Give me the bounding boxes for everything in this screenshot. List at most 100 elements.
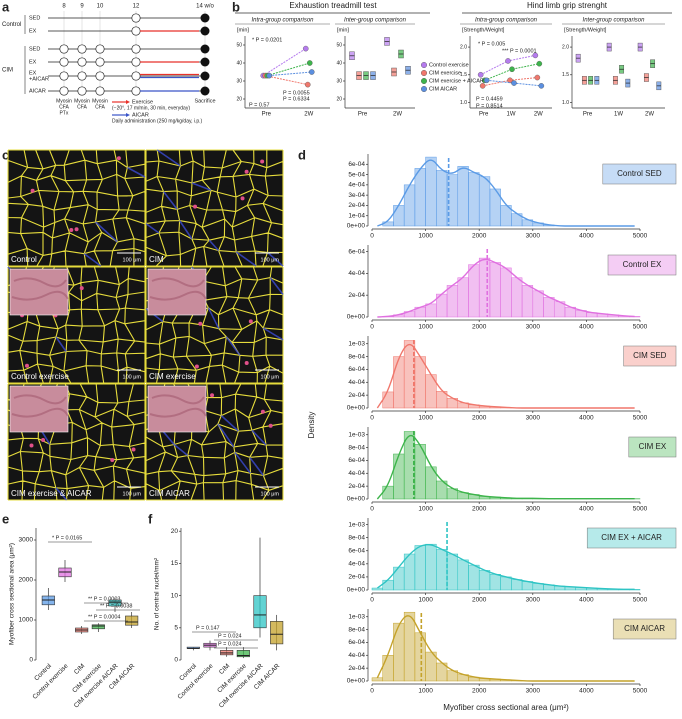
bar (414, 545, 426, 591)
interstitium (83, 166, 146, 267)
bar (500, 576, 512, 591)
y-tick-label: 2e-04 (348, 483, 365, 490)
bar (489, 262, 501, 318)
x-tick-label: Pre (358, 112, 368, 118)
y-tick-label: 1000 (19, 617, 34, 624)
week-label: 14 w/o (196, 4, 214, 10)
x-tick-label: 4000 (579, 597, 594, 604)
week-label: 8 (62, 4, 66, 10)
panel-subtitle: Intra-group comparison (251, 18, 314, 24)
x-tick-label: Pre (583, 112, 593, 118)
y-tick-label: 4e-04 (348, 470, 365, 477)
y-tick-label: 40 (336, 60, 342, 66)
bar (446, 285, 459, 318)
x-tick-label: 3000 (526, 324, 541, 331)
bar (425, 303, 437, 318)
time-point (131, 26, 141, 36)
panel-letter: b (232, 0, 240, 14)
series-point (483, 77, 490, 84)
time-point (95, 86, 105, 96)
y-axis-label: [min] (337, 27, 349, 33)
he-texture (11, 277, 69, 301)
bar (457, 277, 469, 318)
y-tick-label: 0e+00 (347, 496, 366, 503)
y-tick-label: 4e-04 (348, 379, 365, 386)
nucleus (69, 227, 74, 232)
time-point (95, 44, 105, 54)
y-tick-label: 4e-04 (348, 182, 365, 189)
nucleus (244, 360, 249, 365)
he-texture (11, 394, 69, 418)
time-point (77, 71, 87, 81)
y-tick-label: 1.5 (562, 72, 569, 78)
y-axis-label: Density (307, 412, 316, 439)
legend-label: AICAR (132, 112, 149, 118)
y-tick-label: 1.0 (460, 100, 467, 106)
nucleus (198, 321, 203, 326)
x-tick-label: 1000 (418, 415, 433, 422)
y-tick-label: 1e-03 (348, 340, 365, 347)
x-tick-label: 0 (370, 506, 374, 513)
bar (393, 205, 405, 227)
x-tick-label: 5000 (633, 415, 648, 422)
y-tick-label: 30 (236, 78, 242, 84)
x-tick-label: 5000 (633, 324, 648, 331)
time-point (95, 57, 105, 67)
bar (468, 264, 480, 318)
series-point (536, 60, 543, 67)
y-tick-label: 8e-04 (348, 444, 365, 451)
x-tick-label: 3000 (526, 506, 541, 513)
y-tick-label: 2.0 (460, 44, 467, 50)
y-axis-label: [Strength/Weight] (564, 27, 607, 33)
x-tick-label: 0 (370, 324, 374, 331)
injection-label: Myosin (56, 98, 72, 104)
x-tick-label: CIM (218, 663, 231, 676)
sacrifice-point (200, 26, 210, 36)
panel-letter: f (148, 511, 153, 526)
time-point (77, 86, 87, 96)
y-tick-label: 0 (174, 657, 178, 664)
legend-box (607, 254, 677, 276)
y-tick-label: 2.0 (562, 44, 569, 50)
y-tick-label: 1e-03 (348, 613, 365, 620)
micrograph (7, 149, 146, 267)
p-value: P = 0.024 (218, 633, 242, 639)
scale-label: 100 μm (123, 257, 142, 263)
legend-swatch (421, 77, 428, 84)
box (125, 615, 139, 626)
panel-subtitle: Inter-group comparison (583, 18, 646, 24)
x-tick-label: 2000 (472, 597, 487, 604)
legend-arrowhead (126, 113, 130, 117)
y-tick-label: 50 (336, 42, 342, 48)
series-line (267, 62, 310, 77)
week-label: 9 (80, 4, 84, 10)
bar (393, 566, 405, 591)
y-tick-label: 1e-03 (348, 521, 365, 528)
y-tick-label: 2e-04 (348, 202, 365, 209)
nucleus (30, 188, 35, 193)
y-tick-label: 8e-04 (348, 626, 365, 633)
time-point (59, 44, 69, 54)
bar (543, 297, 555, 318)
bar (403, 611, 416, 682)
group-label: Control (2, 22, 21, 28)
series-point (477, 71, 484, 78)
y-tick-label: 30 (336, 78, 342, 84)
panel-subtitle: Intra-group comparison (475, 18, 538, 24)
density-curve (376, 434, 635, 500)
scale-label: 100 μm (261, 257, 280, 263)
row-label: +AICAR (29, 76, 49, 82)
density-curve (376, 343, 635, 409)
sacrifice-point (200, 86, 210, 96)
y-tick-label: 50 (236, 42, 242, 48)
p-value: P = 0.4459 (476, 96, 503, 102)
micrograph-label: Control exercise (11, 372, 69, 381)
sacrifice-point (200, 13, 210, 23)
series-point (304, 81, 311, 88)
series-point (532, 52, 539, 59)
x-tick-label: 5000 (633, 688, 648, 695)
box (91, 624, 105, 630)
week-label: 10 (97, 4, 104, 10)
x-tick-label: 2W (534, 112, 543, 118)
y-tick-label: 2e-04 (348, 665, 365, 672)
